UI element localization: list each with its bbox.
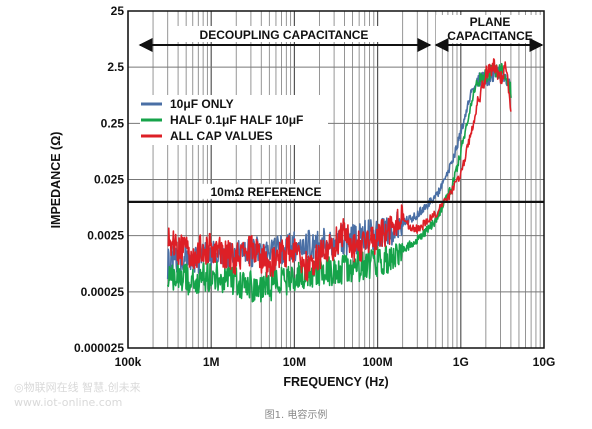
y-tick-label: 0.000025 xyxy=(74,341,124,355)
y-tick-label: 0.25 xyxy=(101,116,125,130)
legend-label-10uf: 10μF ONLY xyxy=(170,97,234,111)
x-tick-label: 100M xyxy=(363,355,393,369)
x-tick-label: 10G xyxy=(533,355,556,369)
reference-label-bg xyxy=(200,183,332,199)
plane-label-line2: CAPACITANCE xyxy=(447,29,533,43)
y-tick-label: 0.00025 xyxy=(81,285,125,299)
y-tick-label: 0.0025 xyxy=(87,229,124,243)
series-all-cap-values-line xyxy=(167,58,512,282)
legend-label-half: HALF 0.1μF HALF 10μF xyxy=(170,113,303,127)
y-tick-label: 0.025 xyxy=(94,173,124,187)
decoupling-label: DECOUPLING CAPACITANCE xyxy=(200,28,369,42)
plot-border xyxy=(127,10,545,349)
series-layer xyxy=(166,58,512,303)
annotations: DECOUPLING CAPACITANCE PLANE CAPACITANCE xyxy=(138,15,544,52)
x-tick-label: 100k xyxy=(115,355,142,369)
impedance-chart: DECOUPLING CAPACITANCE PLANE CAPACITANCE… xyxy=(49,4,556,389)
legend-label-all: ALL CAP VALUES xyxy=(170,129,273,143)
plane-label-line1: PLANE xyxy=(470,15,511,29)
y-tick-label: 25 xyxy=(111,4,125,18)
x-tick-label: 1G xyxy=(453,355,469,369)
reference-line-group: 10mΩ REFERENCE xyxy=(128,183,544,203)
x-tick-labels: 100k 1M 10M 100M 1G 10G xyxy=(115,355,556,369)
legend: 10μF ONLY HALF 0.1μF HALF 10μF ALL CAP V… xyxy=(140,95,328,145)
watermark-line1: ◎物联网在线 智慧.创未来 xyxy=(14,381,141,394)
figure-caption: 图1. 电容示例 xyxy=(264,410,328,421)
x-tick-label: 10M xyxy=(283,355,306,369)
y-axis-title: IMPEDANCE (Ω) xyxy=(49,132,63,229)
legend-bg xyxy=(140,95,328,145)
watermark-line2: www.iot-online.com xyxy=(14,396,123,409)
x-axis-title: FREQUENCY (Hz) xyxy=(283,375,388,389)
y-tick-label: 2.5 xyxy=(107,60,124,74)
reference-label: 10mΩ REFERENCE xyxy=(211,185,322,199)
grid-lines xyxy=(127,10,544,349)
x-tick-label: 1M xyxy=(203,355,220,369)
y-tick-labels: 25 2.5 0.25 0.025 0.0025 0.00025 0.000025 xyxy=(74,4,124,355)
watermark: ◎物联网在线 智慧.创未来 www.iot-online.com xyxy=(14,380,141,410)
